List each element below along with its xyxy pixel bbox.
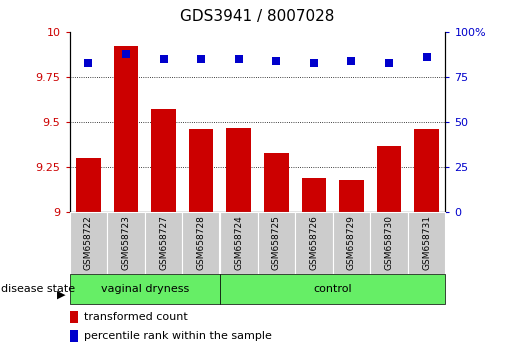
Bar [151, 109, 176, 212]
Bar [333, 212, 370, 274]
Point [347, 58, 355, 64]
Text: GSM658729: GSM658729 [347, 215, 356, 270]
Bar [339, 180, 364, 212]
Text: GSM658724: GSM658724 [234, 215, 243, 270]
Point [272, 58, 280, 64]
Text: vaginal dryness: vaginal dryness [100, 284, 189, 295]
Bar [220, 274, 445, 304]
Point [310, 60, 318, 65]
Point [122, 51, 130, 56]
Bar [70, 330, 78, 342]
Text: control: control [313, 284, 352, 295]
Text: GSM658726: GSM658726 [310, 215, 318, 270]
Text: GSM658722: GSM658722 [84, 215, 93, 270]
Bar [370, 212, 408, 274]
Text: disease state: disease state [1, 284, 75, 295]
Bar [258, 212, 295, 274]
Bar [220, 212, 258, 274]
Text: GSM658730: GSM658730 [385, 215, 393, 270]
Bar [408, 212, 445, 274]
Bar [377, 145, 401, 212]
Point [84, 60, 93, 65]
Text: GSM658728: GSM658728 [197, 215, 205, 270]
Bar [114, 46, 138, 212]
Bar [415, 129, 439, 212]
Text: ▶: ▶ [57, 290, 65, 300]
Text: percentile rank within the sample: percentile rank within the sample [84, 331, 272, 341]
Bar [70, 311, 78, 322]
Text: GSM658725: GSM658725 [272, 215, 281, 270]
Text: transformed count: transformed count [84, 312, 187, 322]
Point [235, 56, 243, 62]
Bar [227, 127, 251, 212]
Bar [76, 158, 100, 212]
Point [385, 60, 393, 65]
Text: GSM658723: GSM658723 [122, 215, 130, 270]
Bar [107, 212, 145, 274]
Bar [145, 212, 182, 274]
Bar [295, 212, 333, 274]
Bar [182, 212, 220, 274]
Text: GSM658731: GSM658731 [422, 215, 431, 270]
Bar [264, 153, 288, 212]
Bar [70, 212, 107, 274]
Text: GSM658727: GSM658727 [159, 215, 168, 270]
Text: GDS3941 / 8007028: GDS3941 / 8007028 [180, 9, 335, 24]
Bar [70, 274, 220, 304]
Bar [302, 178, 326, 212]
Point [160, 56, 168, 62]
Point [423, 54, 431, 60]
Point [197, 56, 205, 62]
Bar [189, 129, 213, 212]
